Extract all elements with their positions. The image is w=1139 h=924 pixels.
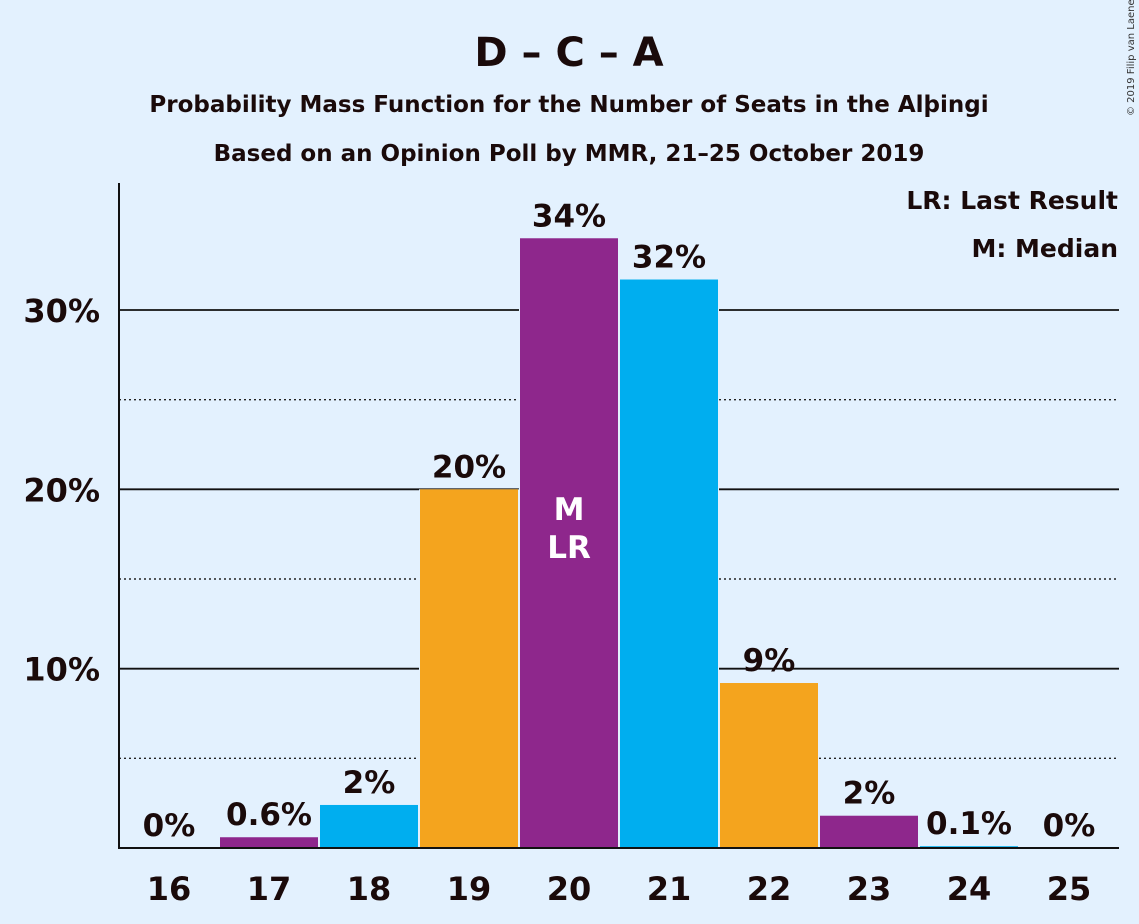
chart-title: D – C – A xyxy=(474,30,663,76)
bar-label-16: 0% xyxy=(143,808,196,844)
bar-label-25: 0% xyxy=(1043,808,1096,844)
x-axis-ticks: 16 17 18 19 20 21 22 23 24 25 xyxy=(147,870,1092,908)
y-axis-ticks: 10% 20% 30% xyxy=(23,292,100,689)
x-tick-23: 23 xyxy=(847,870,892,908)
bar-label-18: 2% xyxy=(343,765,396,801)
x-tick-21: 21 xyxy=(647,870,692,908)
bar-label-21: 32% xyxy=(632,240,706,276)
bar-19 xyxy=(420,489,518,848)
bar-label-24: 0.1% xyxy=(926,806,1012,842)
bar-20 xyxy=(520,238,618,848)
bar-value-labels: 0% 0.6% 2% 20% 34% 32% 9% 2% 0.1% 0% MLR xyxy=(143,198,1096,844)
bars xyxy=(219,238,1019,849)
bar-23 xyxy=(820,815,918,848)
bar-21 xyxy=(620,279,718,849)
x-tick-16: 16 xyxy=(147,870,192,908)
y-tick-30: 30% xyxy=(23,292,100,330)
x-tick-20: 20 xyxy=(547,870,592,908)
x-tick-22: 22 xyxy=(747,870,792,908)
bar-label-20: 34% xyxy=(532,198,606,234)
bar-annotation-lr: LR xyxy=(547,530,591,566)
chart-subtitle-line-2: Based on an Opinion Poll by MMR, 21–25 O… xyxy=(214,141,925,167)
legend-median: M: Median xyxy=(971,234,1118,263)
legend-last-result: LR: Last Result xyxy=(906,186,1118,215)
x-tick-25: 25 xyxy=(1047,870,1092,908)
x-tick-17: 17 xyxy=(247,870,292,908)
copyright-note: © 2019 Filip van Laenen xyxy=(1126,0,1137,116)
bar-label-23: 2% xyxy=(843,776,896,812)
bar-label-17: 0.6% xyxy=(226,797,312,833)
y-tick-10: 10% xyxy=(23,651,100,689)
bar-label-22: 9% xyxy=(743,643,796,679)
chart-subtitle-line-1: Probability Mass Function for the Number… xyxy=(149,92,988,118)
bar-annotation-m: M xyxy=(554,492,585,528)
x-tick-24: 24 xyxy=(947,870,992,908)
bar-22 xyxy=(720,683,818,848)
bar-17 xyxy=(220,837,318,848)
bar-label-19: 20% xyxy=(432,449,506,485)
x-tick-19: 19 xyxy=(447,870,492,908)
y-tick-20: 20% xyxy=(23,471,100,509)
x-tick-18: 18 xyxy=(347,870,392,908)
bar-18 xyxy=(320,804,418,848)
